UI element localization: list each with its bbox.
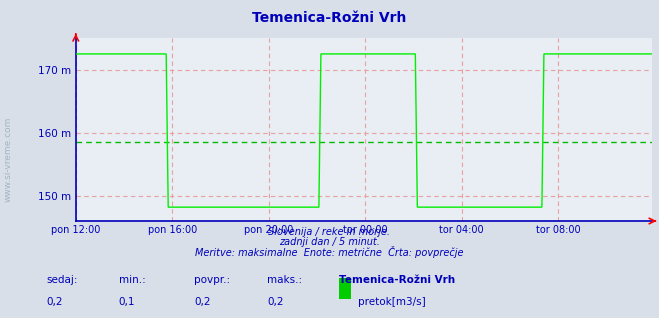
Text: 0,2: 0,2	[46, 297, 63, 307]
Text: zadnji dan / 5 minut.: zadnji dan / 5 minut.	[279, 237, 380, 247]
Text: www.si-vreme.com: www.si-vreme.com	[3, 116, 13, 202]
Text: Temenica-Rožni Vrh: Temenica-Rožni Vrh	[252, 11, 407, 25]
Text: maks.:: maks.:	[267, 275, 302, 285]
Text: pretok[m3/s]: pretok[m3/s]	[358, 297, 426, 307]
Text: sedaj:: sedaj:	[46, 275, 78, 285]
Text: Slovenija / reke in morje.: Slovenija / reke in morje.	[268, 227, 391, 237]
Text: min.:: min.:	[119, 275, 146, 285]
Text: 0,2: 0,2	[267, 297, 283, 307]
Text: Temenica-Rožni Vrh: Temenica-Rožni Vrh	[339, 275, 455, 285]
Text: Meritve: maksimalne  Enote: metrične  Črta: povprečje: Meritve: maksimalne Enote: metrične Črta…	[195, 246, 464, 259]
Text: 0,2: 0,2	[194, 297, 211, 307]
Text: povpr.:: povpr.:	[194, 275, 231, 285]
Text: 0,1: 0,1	[119, 297, 135, 307]
